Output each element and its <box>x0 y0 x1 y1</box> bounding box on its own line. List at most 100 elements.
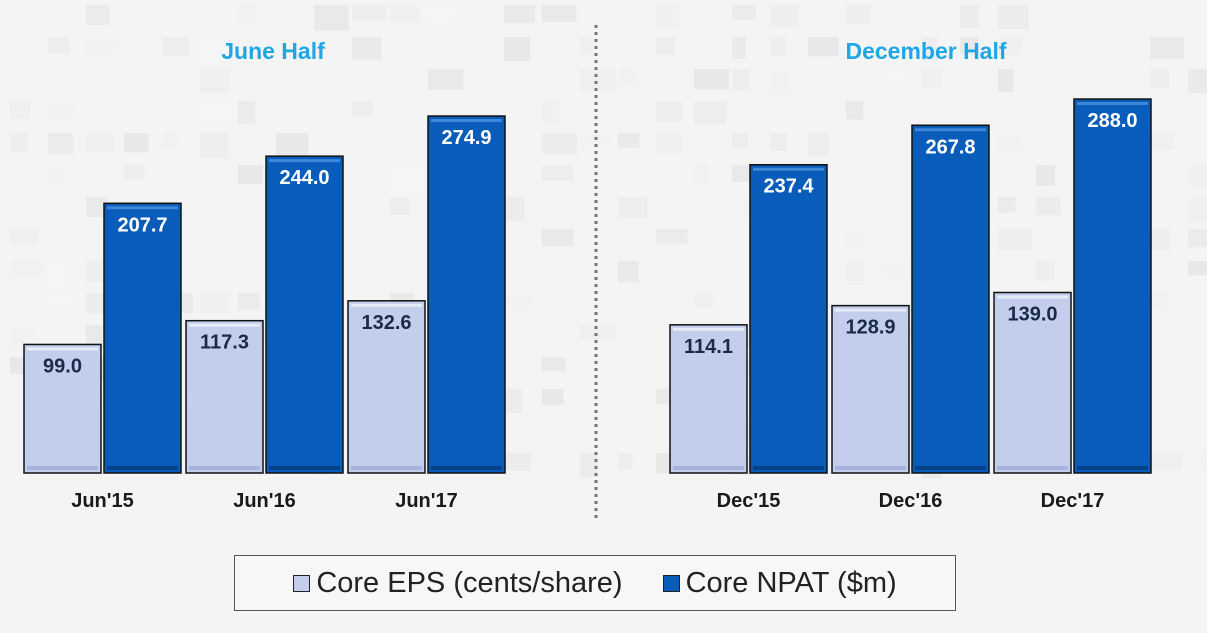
bg-tile <box>48 101 73 118</box>
legend-label-eps: Core EPS (cents/share) <box>316 566 623 599</box>
bg-tile <box>542 229 574 247</box>
bg-tile <box>1188 69 1207 94</box>
bar-eps-0-bevel-top <box>27 347 98 351</box>
bg-tile <box>10 101 31 120</box>
bg-tile <box>694 69 730 90</box>
bar-npat-0-bevel-top <box>107 206 178 210</box>
bg-tile <box>86 197 108 218</box>
bg-tile <box>200 37 225 62</box>
bg-tile <box>200 101 232 120</box>
bar-eps-1-value-label: 128.9 <box>845 317 895 339</box>
bg-tile <box>846 5 871 25</box>
bar-npat-0-bevel-top <box>753 167 824 171</box>
bg-tile <box>504 293 533 308</box>
bg-tile <box>998 69 1014 92</box>
bg-tile <box>390 5 419 23</box>
bar-eps-0 <box>669 324 748 474</box>
bg-tile <box>998 101 1022 117</box>
bar-npat-2-value-label: 274.9 <box>441 127 491 149</box>
bg-tile <box>580 261 607 279</box>
bg-tile <box>86 133 115 153</box>
bg-tile <box>542 5 577 22</box>
bg-tile <box>48 293 79 309</box>
bg-tile <box>428 69 464 90</box>
bg-tile <box>846 261 865 286</box>
bar-npat-2-bevel-bottom <box>1077 466 1148 470</box>
bg-tile <box>1036 197 1061 216</box>
panel-1: December Half 114.1 237.4 Dec'15 128.9 267.8 D… <box>669 38 1152 512</box>
bg-tile <box>86 5 110 26</box>
bg-tile <box>162 133 179 149</box>
bg-tile <box>238 293 261 311</box>
bar-npat-0-bevel-bottom <box>753 466 824 470</box>
bg-tile <box>884 261 910 277</box>
bg-tile <box>770 5 799 27</box>
bg-tile <box>1150 293 1168 311</box>
bg-tile <box>124 5 151 24</box>
bg-tile <box>922 69 942 88</box>
bg-tile <box>48 261 64 285</box>
bg-tile <box>580 37 596 55</box>
panel-title: June Half <box>221 38 325 64</box>
bg-tile <box>618 69 636 86</box>
bar-eps-0-value-label: 114.1 <box>684 336 733 358</box>
bg-tile <box>390 229 420 252</box>
bg-tile <box>314 5 349 31</box>
bar-npat-1-bevel-top <box>915 128 986 132</box>
bg-tile <box>542 69 572 84</box>
bar-eps-0 <box>23 343 102 474</box>
bg-tile <box>694 165 711 185</box>
legend: Core EPS (cents/share) Core NPAT ($m) <box>234 555 956 611</box>
bar-npat-2 <box>427 115 506 474</box>
bg-tile <box>238 101 255 124</box>
bg-tile <box>542 357 566 372</box>
bg-tile <box>618 133 640 148</box>
bg-tile <box>732 133 748 149</box>
bar-npat-1-value-label: 244.0 <box>279 167 329 189</box>
bg-tile <box>504 197 525 221</box>
x-tick-label: Jun'17 <box>395 490 458 512</box>
bg-tile <box>504 389 522 414</box>
bg-tile <box>86 261 103 282</box>
bg-tile <box>846 69 864 88</box>
bar-eps-2-value-label: 139.0 <box>1007 304 1057 326</box>
bar-eps-0-bevel-bottom <box>673 466 744 470</box>
x-tick-label: Jun'15 <box>71 490 134 512</box>
bg-tile <box>1150 133 1174 150</box>
bg-tile <box>390 165 422 191</box>
bg-tile <box>1188 453 1207 469</box>
bg-tile <box>580 133 610 148</box>
bg-tile <box>618 421 642 445</box>
bg-tile <box>618 197 648 218</box>
bar-npat-1 <box>265 155 344 474</box>
bg-tile <box>200 293 229 314</box>
bg-tile <box>542 165 574 182</box>
bg-tile <box>998 133 1023 151</box>
bg-tile <box>1150 69 1169 88</box>
bar-eps-0-bevel-bottom <box>27 466 98 470</box>
bg-tile <box>504 5 536 24</box>
bar-npat-0-bevel-bottom <box>107 466 178 470</box>
bg-tile <box>10 229 38 245</box>
bg-tile <box>1188 165 1207 188</box>
legend-item-eps: Core EPS (cents/share) <box>293 566 623 600</box>
bg-tile <box>48 133 74 154</box>
legend-swatch-npat <box>662 574 680 592</box>
bar-npat-2-bevel-top <box>1077 102 1148 106</box>
bg-tile <box>656 5 679 29</box>
x-tick-label: Dec'16 <box>879 490 943 512</box>
bar-eps-1-bevel-bottom <box>835 466 906 470</box>
bg-tile <box>542 101 559 124</box>
bar-npat-2-value-label: 288.0 <box>1087 110 1137 132</box>
bg-tile <box>238 229 268 254</box>
bg-tile <box>770 37 787 57</box>
bar-eps-1-bevel-top <box>189 323 260 327</box>
bg-tile <box>884 37 914 59</box>
bg-tile <box>1150 261 1186 278</box>
bg-tile <box>162 5 191 20</box>
bg-tile <box>504 453 531 471</box>
bg-tile <box>314 37 348 55</box>
bar-eps-1-bevel-top <box>835 308 906 312</box>
